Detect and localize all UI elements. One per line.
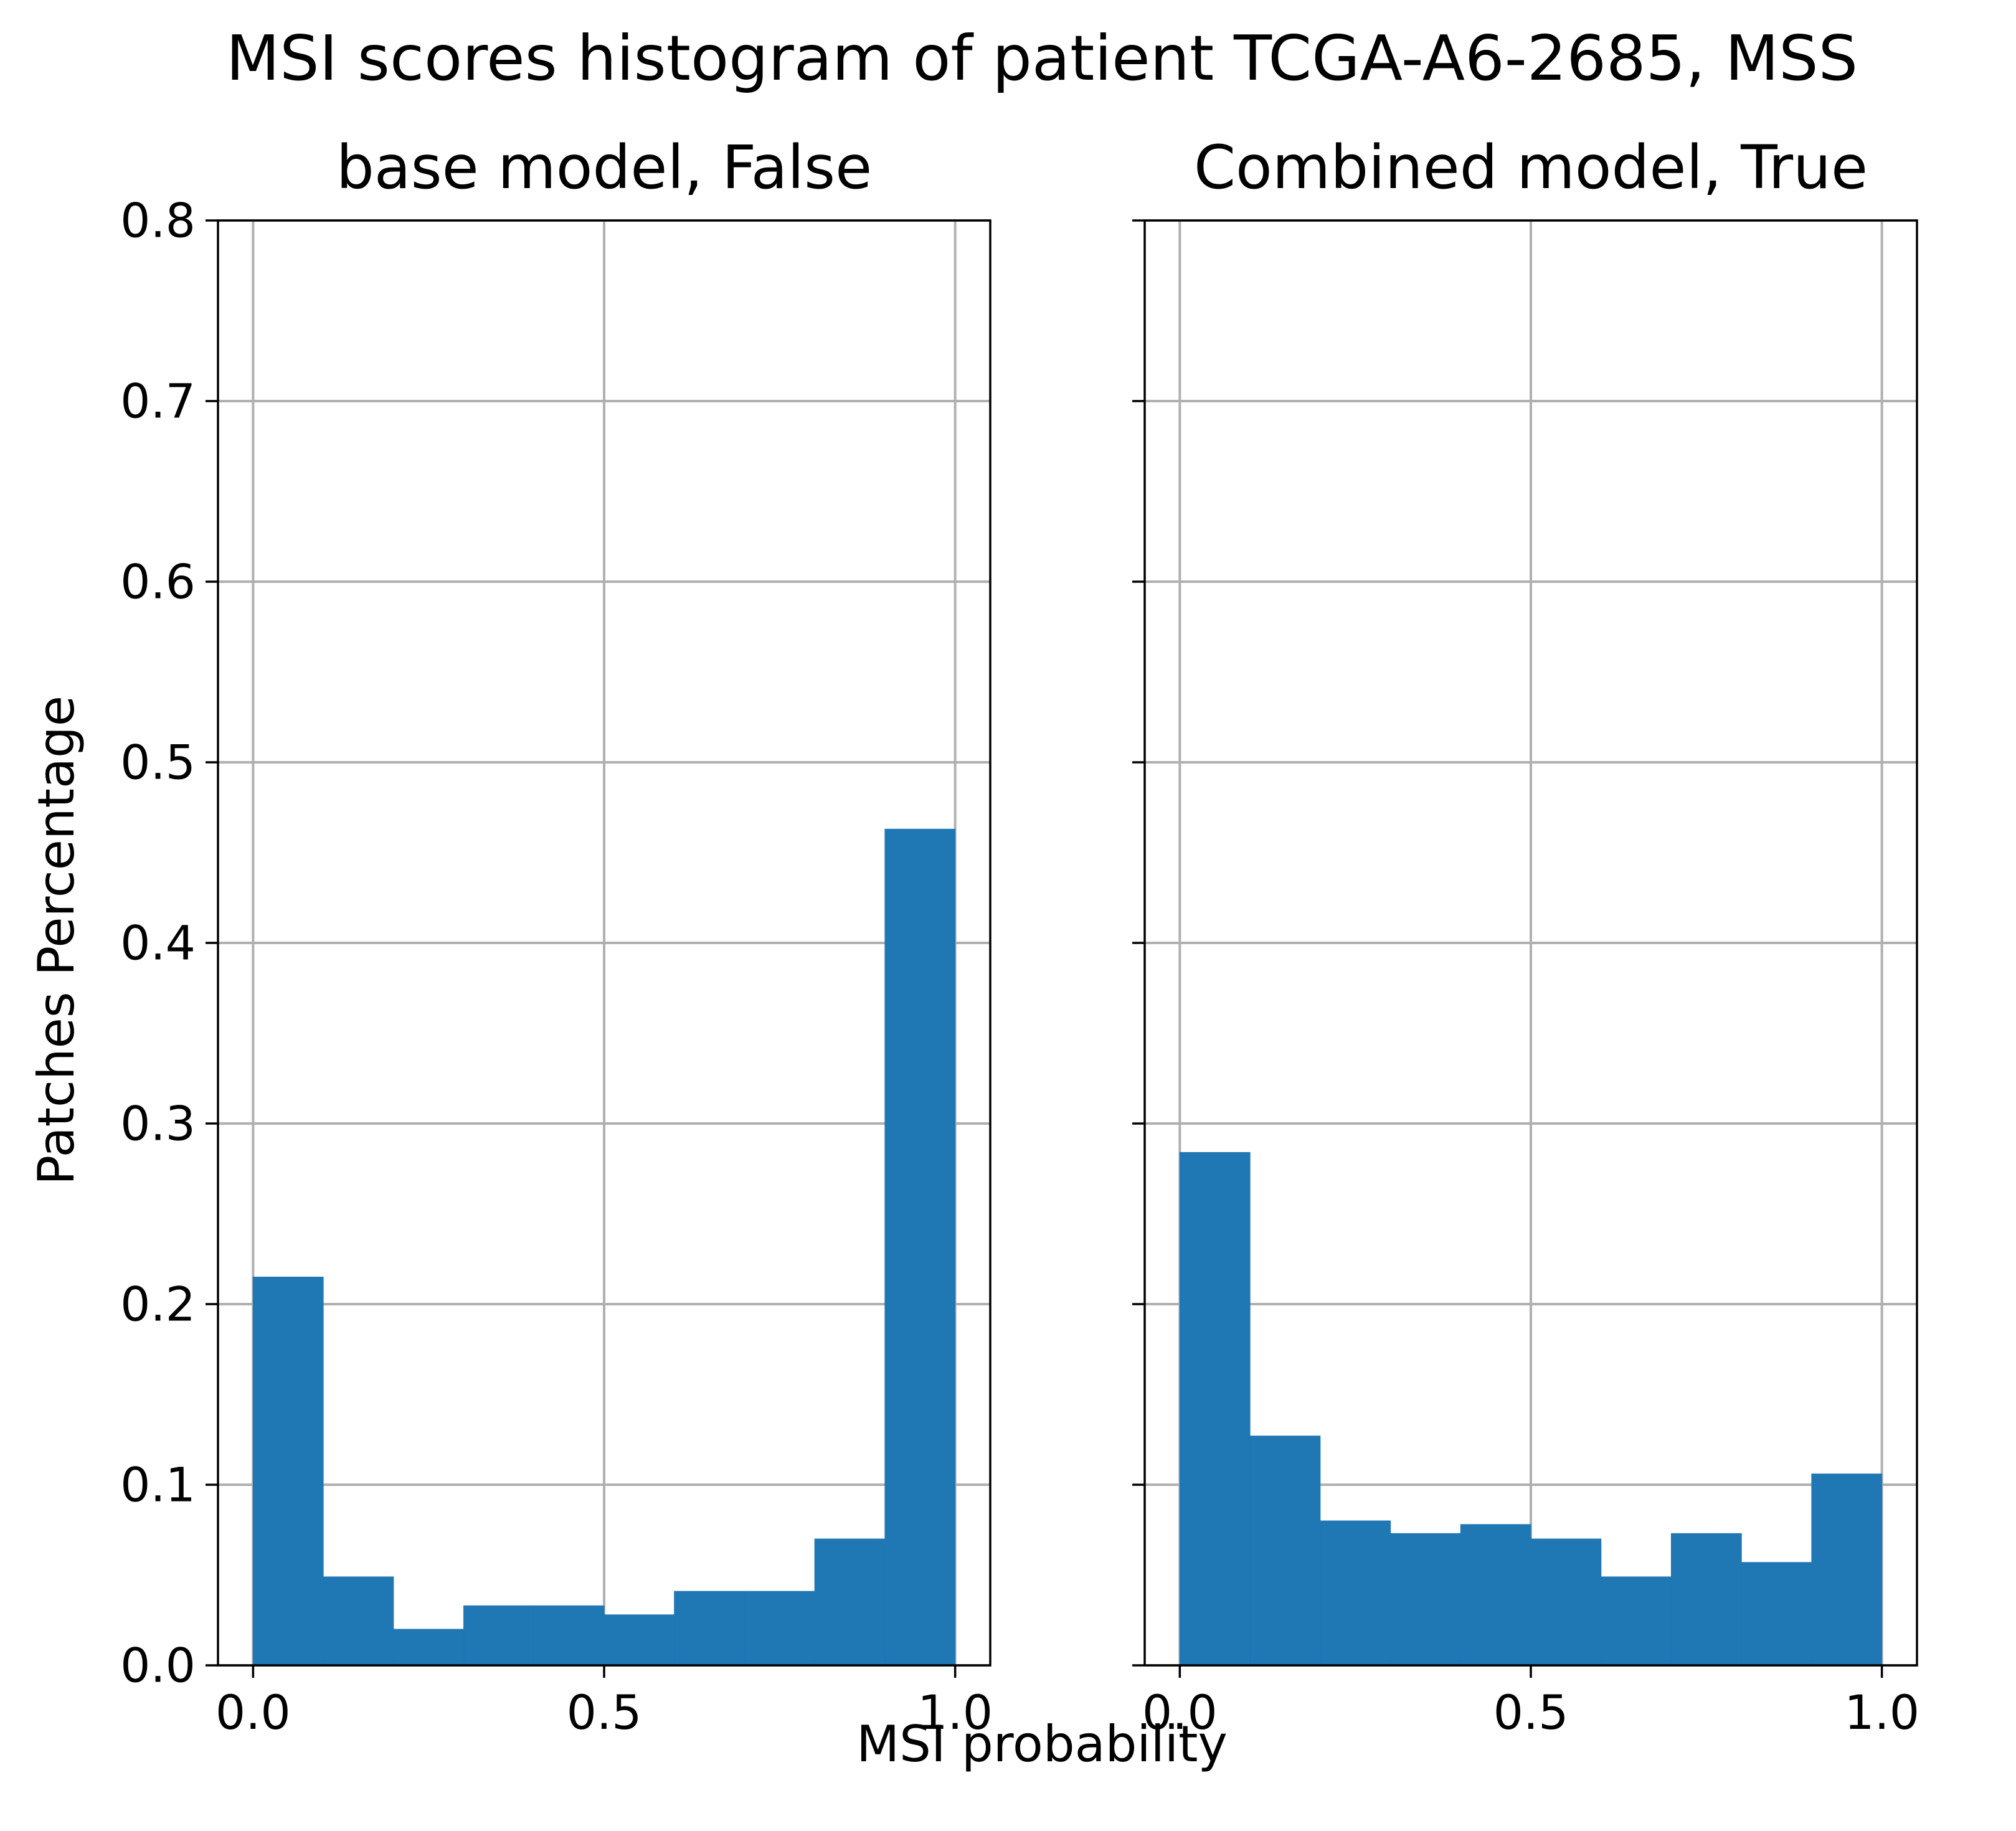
- panel-title: Combined model, True: [1194, 133, 1868, 202]
- histogram-bar: [1320, 1520, 1391, 1666]
- y-tick-label: 0.7: [120, 374, 196, 429]
- histogram-panel-1: 0.0 0.5 1.0 0.0 0.1 0.2 0.3 0.4 0.5 0.6 0.7 0.8 base…: [120, 133, 993, 1740]
- panel-title: base model, False: [336, 133, 872, 202]
- histogram-bar: [252, 1277, 324, 1666]
- histogram-bar: [533, 1605, 605, 1666]
- x-tick-label: 1.0: [917, 1685, 993, 1740]
- histogram-bar: [1390, 1533, 1461, 1666]
- histogram-bar: [1249, 1436, 1321, 1666]
- x-tick-label: 0.5: [1493, 1685, 1569, 1740]
- y-tick-label: 0.1: [120, 1457, 196, 1513]
- y-tick-label: 0.0: [120, 1638, 196, 1693]
- x-tick-label: 0.5: [567, 1685, 642, 1740]
- histogram-bar: [463, 1605, 534, 1666]
- histogram-bar: [1530, 1538, 1602, 1666]
- y-tick-label: 0.4: [120, 916, 196, 971]
- y-tick-label: 0.5: [120, 735, 196, 790]
- histogram-bar: [1741, 1562, 1812, 1666]
- histogram-bar: [1601, 1576, 1672, 1666]
- x-tick-label: 0.0: [215, 1685, 291, 1740]
- histogram-panel-2: 0.0 0.5 1.0 Combined model, True: [1132, 133, 1919, 1740]
- histogram-bar: [744, 1591, 815, 1666]
- x-tick-label: 1.0: [1844, 1685, 1919, 1740]
- y-tick-label: 0.3: [120, 1096, 196, 1152]
- y-axis-label: Patches Percentage: [27, 696, 85, 1185]
- histogram-bar: [674, 1591, 745, 1666]
- histogram-bar: [1670, 1533, 1742, 1666]
- histogram-bar: [814, 1538, 886, 1666]
- y-tick-label: 0.2: [120, 1277, 196, 1332]
- histogram-bar: [323, 1576, 394, 1666]
- y-tick-label: 0.6: [120, 554, 196, 610]
- histogram-bar: [1460, 1524, 1531, 1666]
- histogram-bar: [884, 828, 956, 1666]
- histogram-bar: [393, 1629, 465, 1666]
- x-axis-label: MSI probability: [856, 1715, 1228, 1773]
- figure-title: MSI scores histogram of patient TCGA-A6-…: [226, 22, 1858, 95]
- x-tick-label: 0.0: [1142, 1685, 1218, 1740]
- panels: 0.0 0.5 1.0 0.0 0.1 0.2 0.3 0.4 0.5 0.6 0.7 0.8 base…: [120, 133, 1919, 1740]
- histogram-bar: [1811, 1474, 1883, 1666]
- y-tick-label: 0.8: [120, 193, 196, 248]
- histogram-bar: [1179, 1152, 1251, 1666]
- histogram-bar: [603, 1614, 675, 1666]
